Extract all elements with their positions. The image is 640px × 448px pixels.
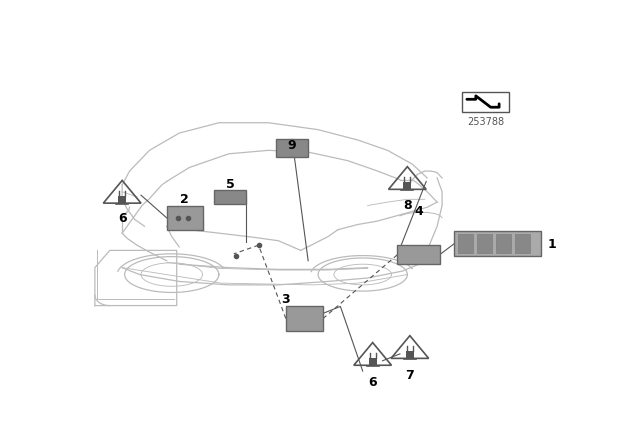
Text: 7: 7 bbox=[406, 370, 414, 383]
Bar bbox=[286, 306, 323, 332]
Bar bbox=[118, 196, 126, 204]
Text: 4: 4 bbox=[415, 205, 424, 218]
Text: 6: 6 bbox=[369, 376, 377, 389]
Text: 5: 5 bbox=[226, 178, 235, 191]
Bar bbox=[454, 232, 541, 255]
Bar bbox=[515, 234, 530, 253]
Text: 2: 2 bbox=[180, 193, 189, 206]
Bar bbox=[496, 234, 511, 253]
Bar bbox=[369, 358, 376, 366]
Text: 253788: 253788 bbox=[467, 116, 504, 126]
Text: 3: 3 bbox=[281, 293, 289, 306]
Bar bbox=[406, 352, 414, 359]
Bar bbox=[477, 234, 492, 253]
Bar bbox=[458, 234, 474, 253]
Bar bbox=[167, 206, 202, 230]
Text: 8: 8 bbox=[403, 199, 412, 212]
Bar bbox=[214, 190, 246, 204]
Bar bbox=[397, 245, 440, 264]
Text: 6: 6 bbox=[118, 212, 127, 225]
Bar bbox=[462, 92, 509, 112]
Bar bbox=[403, 182, 412, 190]
Text: 9: 9 bbox=[287, 139, 296, 152]
Text: 1: 1 bbox=[547, 238, 556, 251]
Bar bbox=[276, 139, 308, 157]
